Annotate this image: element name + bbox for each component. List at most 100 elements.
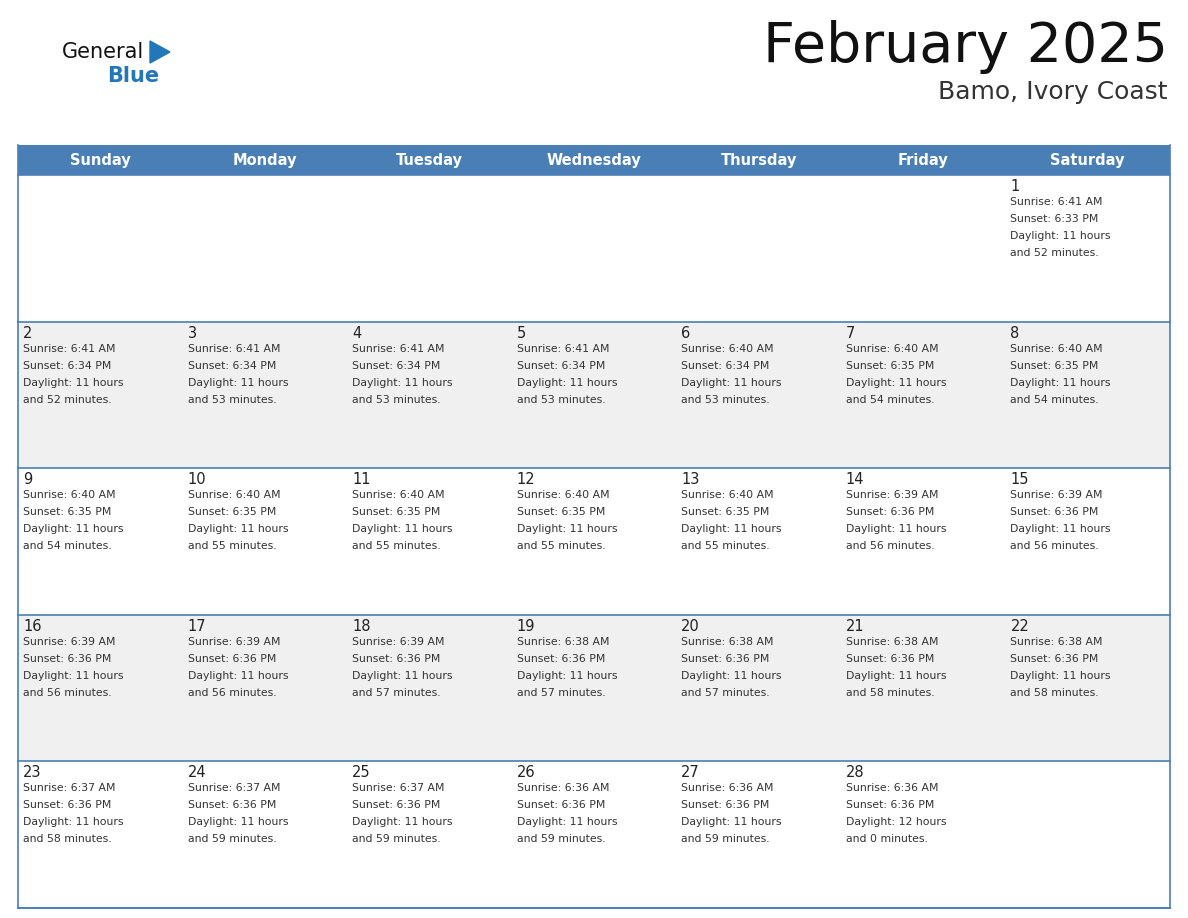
Text: 28: 28 [846, 766, 865, 780]
Text: Sunrise: 6:40 AM: Sunrise: 6:40 AM [23, 490, 115, 500]
Text: and 56 minutes.: and 56 minutes. [188, 688, 276, 698]
Text: Daylight: 11 hours: Daylight: 11 hours [1011, 524, 1111, 534]
Text: Sunrise: 6:36 AM: Sunrise: 6:36 AM [846, 783, 939, 793]
Text: and 53 minutes.: and 53 minutes. [188, 395, 276, 405]
Bar [18, 761, 1170, 908]
Bar [841, 145, 1005, 175]
Text: Daylight: 11 hours: Daylight: 11 hours [681, 524, 782, 534]
Text: Daylight: 11 hours: Daylight: 11 hours [23, 671, 124, 681]
Text: Sunrise: 6:38 AM: Sunrise: 6:38 AM [517, 637, 609, 647]
Text: Daylight: 11 hours: Daylight: 11 hours [188, 524, 287, 534]
Text: Sunrise: 6:41 AM: Sunrise: 6:41 AM [188, 343, 280, 353]
Text: Daylight: 11 hours: Daylight: 11 hours [1011, 671, 1111, 681]
Text: 18: 18 [352, 619, 371, 633]
Bar [183, 145, 347, 175]
Text: Daylight: 11 hours: Daylight: 11 hours [352, 524, 453, 534]
Text: Sunrise: 6:39 AM: Sunrise: 6:39 AM [188, 637, 280, 647]
Text: and 53 minutes.: and 53 minutes. [517, 395, 606, 405]
Text: 27: 27 [681, 766, 700, 780]
Text: 12: 12 [517, 472, 536, 487]
Text: Daylight: 11 hours: Daylight: 11 hours [681, 671, 782, 681]
Text: and 54 minutes.: and 54 minutes. [23, 542, 112, 551]
Text: 17: 17 [188, 619, 207, 633]
Text: Sunset: 6:36 PM: Sunset: 6:36 PM [846, 654, 934, 664]
Text: Sunrise: 6:39 AM: Sunrise: 6:39 AM [1011, 490, 1102, 500]
Text: Daylight: 11 hours: Daylight: 11 hours [517, 377, 618, 387]
Bar [18, 468, 1170, 615]
Text: Saturday: Saturday [1050, 152, 1125, 167]
Text: Sunrise: 6:40 AM: Sunrise: 6:40 AM [681, 490, 773, 500]
Text: Daylight: 11 hours: Daylight: 11 hours [352, 377, 453, 387]
Text: February 2025: February 2025 [763, 20, 1168, 74]
Text: Sunset: 6:36 PM: Sunset: 6:36 PM [1011, 654, 1099, 664]
Text: Sunset: 6:36 PM: Sunset: 6:36 PM [846, 800, 934, 811]
Text: Sunrise: 6:41 AM: Sunrise: 6:41 AM [352, 343, 444, 353]
Text: Sunset: 6:34 PM: Sunset: 6:34 PM [681, 361, 770, 371]
Text: 21: 21 [846, 619, 865, 633]
Text: Sunset: 6:35 PM: Sunset: 6:35 PM [352, 508, 441, 517]
Text: Sunset: 6:34 PM: Sunset: 6:34 PM [517, 361, 605, 371]
Text: Sunday: Sunday [70, 152, 131, 167]
Text: 22: 22 [1011, 619, 1029, 633]
Text: and 59 minutes.: and 59 minutes. [188, 834, 276, 845]
Text: Daylight: 11 hours: Daylight: 11 hours [681, 377, 782, 387]
Text: Sunrise: 6:39 AM: Sunrise: 6:39 AM [352, 637, 444, 647]
Text: and 57 minutes.: and 57 minutes. [517, 688, 606, 698]
Text: 9: 9 [23, 472, 32, 487]
Text: and 54 minutes.: and 54 minutes. [1011, 395, 1099, 405]
Text: 24: 24 [188, 766, 207, 780]
Text: Sunset: 6:36 PM: Sunset: 6:36 PM [681, 800, 770, 811]
Text: Daylight: 11 hours: Daylight: 11 hours [188, 671, 287, 681]
Text: 7: 7 [846, 326, 855, 341]
Text: Sunrise: 6:37 AM: Sunrise: 6:37 AM [23, 783, 115, 793]
Text: Sunrise: 6:38 AM: Sunrise: 6:38 AM [1011, 637, 1102, 647]
Text: Sunset: 6:36 PM: Sunset: 6:36 PM [23, 654, 112, 664]
Text: and 52 minutes.: and 52 minutes. [1011, 248, 1099, 258]
Text: Sunset: 6:36 PM: Sunset: 6:36 PM [517, 654, 605, 664]
Text: Sunset: 6:36 PM: Sunset: 6:36 PM [517, 800, 605, 811]
Text: Sunset: 6:35 PM: Sunset: 6:35 PM [681, 508, 770, 517]
Text: Wednesday: Wednesday [546, 152, 642, 167]
Text: 13: 13 [681, 472, 700, 487]
Text: Thursday: Thursday [720, 152, 797, 167]
Text: Sunrise: 6:41 AM: Sunrise: 6:41 AM [1011, 197, 1102, 207]
Text: and 52 minutes.: and 52 minutes. [23, 395, 112, 405]
Text: 15: 15 [1011, 472, 1029, 487]
Text: and 54 minutes.: and 54 minutes. [846, 395, 935, 405]
Text: Daylight: 11 hours: Daylight: 11 hours [846, 377, 947, 387]
Text: Sunrise: 6:39 AM: Sunrise: 6:39 AM [23, 637, 115, 647]
Text: and 55 minutes.: and 55 minutes. [352, 542, 441, 551]
Text: 10: 10 [188, 472, 207, 487]
Text: Daylight: 12 hours: Daylight: 12 hours [846, 817, 947, 827]
Bar [18, 615, 1170, 761]
Text: 16: 16 [23, 619, 42, 633]
Text: Sunset: 6:36 PM: Sunset: 6:36 PM [1011, 508, 1099, 517]
Text: Daylight: 11 hours: Daylight: 11 hours [188, 817, 287, 827]
Text: 4: 4 [352, 326, 361, 341]
Text: and 59 minutes.: and 59 minutes. [681, 834, 770, 845]
Text: 5: 5 [517, 326, 526, 341]
Text: and 53 minutes.: and 53 minutes. [681, 395, 770, 405]
Text: Daylight: 11 hours: Daylight: 11 hours [188, 377, 287, 387]
Text: and 55 minutes.: and 55 minutes. [188, 542, 276, 551]
Text: and 53 minutes.: and 53 minutes. [352, 395, 441, 405]
Text: Sunrise: 6:38 AM: Sunrise: 6:38 AM [681, 637, 773, 647]
Text: and 55 minutes.: and 55 minutes. [517, 542, 606, 551]
Text: Daylight: 11 hours: Daylight: 11 hours [846, 671, 947, 681]
Text: Daylight: 11 hours: Daylight: 11 hours [681, 817, 782, 827]
Text: 19: 19 [517, 619, 536, 633]
Text: Sunrise: 6:41 AM: Sunrise: 6:41 AM [23, 343, 115, 353]
Text: Sunset: 6:36 PM: Sunset: 6:36 PM [188, 654, 276, 664]
Text: Daylight: 11 hours: Daylight: 11 hours [517, 817, 618, 827]
Text: and 56 minutes.: and 56 minutes. [1011, 542, 1099, 551]
Text: Sunset: 6:36 PM: Sunset: 6:36 PM [846, 508, 934, 517]
Text: and 56 minutes.: and 56 minutes. [846, 542, 935, 551]
Bar [1005, 145, 1170, 175]
Text: Sunset: 6:35 PM: Sunset: 6:35 PM [188, 508, 276, 517]
Text: and 57 minutes.: and 57 minutes. [352, 688, 441, 698]
Text: Sunrise: 6:40 AM: Sunrise: 6:40 AM [517, 490, 609, 500]
Text: Sunset: 6:35 PM: Sunset: 6:35 PM [517, 508, 605, 517]
Text: Friday: Friday [898, 152, 948, 167]
Text: Sunset: 6:35 PM: Sunset: 6:35 PM [846, 361, 934, 371]
Text: 20: 20 [681, 619, 700, 633]
